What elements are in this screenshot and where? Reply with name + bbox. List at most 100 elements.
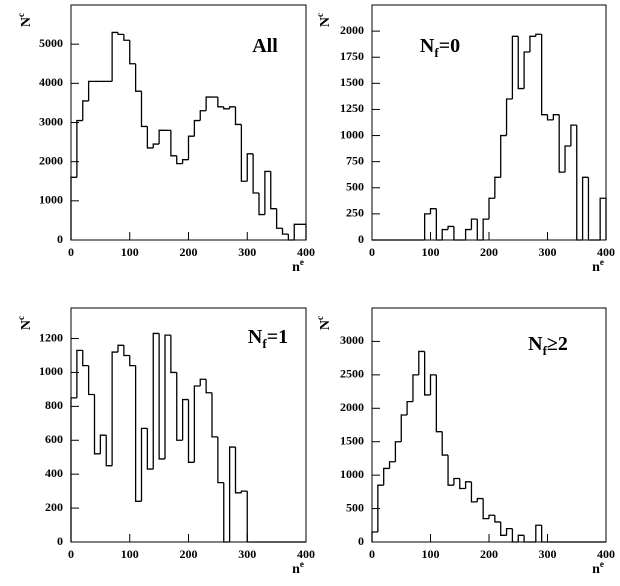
histogram-bin bbox=[552, 114, 560, 120]
x-axis-label-part: e bbox=[600, 559, 604, 569]
histogram-bin bbox=[558, 114, 566, 173]
histogram-bin bbox=[464, 228, 472, 240]
y-tick-label: 5000 bbox=[39, 36, 63, 50]
histogram-bin bbox=[482, 218, 489, 240]
histogram-bin bbox=[199, 378, 207, 386]
x-axis-label-part: n bbox=[592, 562, 600, 577]
y-axis-label: Nc bbox=[315, 13, 333, 27]
panel: 0 100 200 300 400 0 500 1000 1500 2000 2500 3000 Nf≥… bbox=[315, 307, 615, 577]
histogram-bin bbox=[264, 170, 271, 215]
histogram-bin bbox=[505, 527, 513, 536]
histogram-bin bbox=[129, 355, 136, 367]
histogram-bin bbox=[76, 349, 83, 398]
histogram-bin bbox=[129, 40, 136, 65]
histogram-bin bbox=[146, 428, 154, 470]
histogram-bin bbox=[181, 159, 189, 164]
x-axis-label: ne bbox=[292, 559, 304, 577]
y-axis-label-part: N bbox=[318, 320, 333, 330]
x-axis-label-part: n bbox=[292, 562, 300, 577]
y-tick-label: 600 bbox=[45, 432, 63, 446]
histogram-bin bbox=[511, 35, 519, 99]
histogram-bin bbox=[570, 124, 577, 146]
histogram-bin bbox=[246, 491, 254, 543]
y-axis-label-part: c bbox=[16, 316, 26, 320]
x-axis-label-part: n bbox=[292, 260, 300, 275]
histogram-bin bbox=[429, 374, 437, 395]
y-tick-label: 0 bbox=[358, 534, 364, 548]
histogram-bin bbox=[117, 32, 124, 36]
histogram-bin bbox=[535, 524, 542, 542]
x-tick-label: 400 bbox=[597, 245, 615, 259]
y-tick-label: 200 bbox=[45, 500, 63, 514]
y-tick-label: 1200 bbox=[39, 330, 63, 344]
histogram-bin bbox=[205, 379, 212, 394]
panel-title-part: All bbox=[252, 35, 278, 57]
y-tick-label: 2500 bbox=[340, 367, 364, 381]
histogram-bin bbox=[140, 427, 148, 502]
x-tick-label: 100 bbox=[121, 547, 139, 561]
histogram-bin bbox=[488, 197, 495, 220]
histogram-bin bbox=[388, 461, 396, 469]
x-tick-label: 400 bbox=[597, 547, 615, 561]
histogram-bin bbox=[441, 431, 449, 456]
histogram-bin bbox=[99, 434, 107, 454]
y-tick-label: 3000 bbox=[340, 333, 364, 347]
histogram-bin bbox=[111, 351, 118, 466]
histogram-bin bbox=[152, 143, 160, 148]
histogram-bin bbox=[424, 213, 431, 240]
y-tick-label: 1500 bbox=[340, 433, 364, 447]
x-axis-label-part: e bbox=[300, 257, 304, 267]
x-tick-label: 200 bbox=[180, 245, 198, 259]
y-tick-label: 2000 bbox=[39, 153, 63, 167]
panel-title-part: f bbox=[262, 336, 267, 351]
x-tick-label: 0 bbox=[68, 547, 74, 561]
histogram-bin bbox=[377, 484, 384, 532]
x-tick-label: 300 bbox=[539, 245, 557, 259]
panel-title-part: =0 bbox=[439, 35, 460, 57]
panel-title: Nf=1 bbox=[248, 326, 288, 352]
histogram-bin bbox=[146, 126, 154, 149]
histogram-bin bbox=[217, 97, 224, 108]
histogram-bin bbox=[70, 176, 77, 240]
x-tick-label: 0 bbox=[369, 245, 375, 259]
panel-title: All bbox=[252, 35, 278, 57]
histogram-bin bbox=[223, 106, 230, 110]
histogram-bin bbox=[564, 145, 571, 173]
histogram-bin bbox=[576, 125, 583, 241]
y-tick-label: 1000 bbox=[340, 127, 364, 141]
histogram-bin bbox=[511, 528, 519, 543]
histogram-bin bbox=[429, 208, 437, 214]
histogram-bin bbox=[494, 176, 501, 199]
y-tick-label: 400 bbox=[45, 466, 63, 480]
histogram-bin bbox=[517, 534, 525, 542]
y-tick-label: 800 bbox=[45, 398, 63, 412]
histogram-bin bbox=[435, 208, 443, 241]
histogram-bin bbox=[170, 335, 177, 374]
histogram-bin bbox=[111, 31, 118, 82]
x-axis-label: ne bbox=[592, 257, 604, 275]
histogram-bin bbox=[93, 394, 101, 455]
histogram-bin bbox=[287, 234, 295, 241]
histogram-bin bbox=[105, 435, 113, 467]
histogram-bin bbox=[181, 398, 189, 441]
histogram-bin bbox=[158, 333, 165, 460]
histogram-bin bbox=[581, 176, 589, 240]
x-tick-label: 300 bbox=[238, 245, 256, 259]
histogram-bin bbox=[587, 177, 595, 241]
y-tick-label: 0 bbox=[57, 534, 63, 548]
panel-title-part: =1 bbox=[267, 326, 288, 348]
panel-title-part: f bbox=[543, 343, 548, 358]
histogram-bin bbox=[400, 414, 408, 442]
y-axis-label-part: N bbox=[19, 17, 34, 27]
histogram-bin bbox=[234, 106, 242, 126]
histogram-bin bbox=[546, 114, 554, 121]
x-tick-label: 200 bbox=[180, 547, 198, 561]
histogram-bin bbox=[517, 36, 525, 90]
histogram-bin bbox=[523, 51, 530, 89]
y-tick-label: 1750 bbox=[340, 49, 364, 63]
histogram-bin bbox=[240, 490, 248, 493]
y-tick-label: 1000 bbox=[340, 467, 364, 481]
histogram-bin bbox=[176, 372, 183, 441]
y-axis-label: Nc bbox=[315, 316, 333, 330]
